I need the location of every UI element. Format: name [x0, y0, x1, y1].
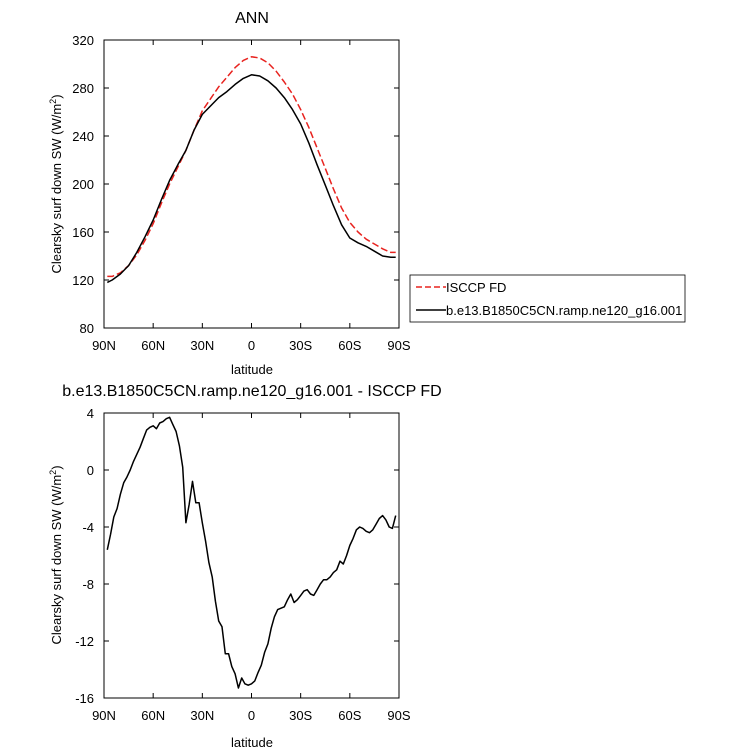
bottom-x-tick-label: 30S — [289, 708, 312, 723]
top-plot-area: 90N 60N 30N 0 30S 60S 90S 80 120 160 200 240 280 320 — [72, 33, 411, 353]
top-y-tick-label: 160 — [72, 225, 94, 240]
bottom-series-line-difference — [106, 416, 397, 689]
top-chart-legend: ISCCP FD b.e13.B1850C5CN.ramp.ne120_g16.… — [409, 274, 686, 323]
bottom-x-tick-label: 60S — [338, 708, 361, 723]
top-y-tick-label: 280 — [72, 81, 94, 96]
bottom-y-axis-label: Clearsky surf down SW (W/m2) — [48, 465, 64, 644]
bottom-x-tick-label: 0 — [248, 708, 255, 723]
bottom-x-tick-label: 90N — [92, 708, 116, 723]
bottom-y-tick-label: -16 — [75, 691, 94, 706]
legend-label-isccp: ISCCP FD — [446, 280, 506, 295]
bottom-x-axis-label: latitude — [231, 735, 273, 750]
top-y-tick-label: 320 — [72, 33, 94, 48]
bottom-x-tick-label: 90S — [387, 708, 410, 723]
bottom-plot-area: 90N 60N 30N 0 30S 60S 90S -16 -12 -8 -4 0 4 — [75, 406, 411, 723]
bottom-y-tick-label: -8 — [82, 577, 94, 592]
bottom-y-tick-label: 0 — [87, 463, 94, 478]
top-x-tick-label: 60N — [141, 338, 165, 353]
bottom-plot-frame — [103, 412, 400, 699]
top-y-axis-label: Clearsky surf down SW (W/m2) — [48, 94, 64, 273]
top-chart-panel: ANN 90N 60N 30N 0 30S 60S 90S 80 120 160 200 240 280… — [48, 10, 411, 377]
bottom-y-tick-label: 4 — [87, 406, 94, 421]
top-series-line-b-e13-b1850c5cn-ramp-ne120-g16-001 — [106, 74, 396, 284]
top-y-tick-label: 240 — [72, 129, 94, 144]
top-x-tick-label: 0 — [248, 338, 255, 353]
top-series-line-isccp-fd — [107, 56, 396, 278]
top-x-tick-label: 30S — [289, 338, 312, 353]
top-chart-title: ANN — [235, 10, 269, 27]
bottom-y-tick-label: -4 — [82, 520, 94, 535]
bottom-chart-title: b.e13.B1850C5CN.ramp.ne120_g16.001 - ISC… — [62, 383, 441, 400]
bottom-chart-panel: b.e13.B1850C5CN.ramp.ne120_g16.001 - ISC… — [48, 383, 442, 750]
top-plot-frame — [103, 39, 400, 329]
bottom-y-tick-label: -12 — [75, 634, 94, 649]
top-y-tick-label: 200 — [72, 177, 94, 192]
bottom-x-tick-label: 60N — [141, 708, 165, 723]
top-x-tick-label: 90N — [92, 338, 116, 353]
top-y-tick-label: 120 — [72, 273, 94, 288]
legend-box — [409, 274, 686, 323]
legend-label-model: b.e13.B1850C5CN.ramp.ne120_g16.001 — [446, 303, 682, 318]
top-x-axis-label: latitude — [231, 362, 273, 377]
top-x-tick-label: 30N — [190, 338, 214, 353]
top-x-tick-label: 60S — [338, 338, 361, 353]
top-x-tick-label: 90S — [387, 338, 410, 353]
top-y-tick-label: 80 — [80, 321, 94, 336]
bottom-x-tick-label: 30N — [190, 708, 214, 723]
